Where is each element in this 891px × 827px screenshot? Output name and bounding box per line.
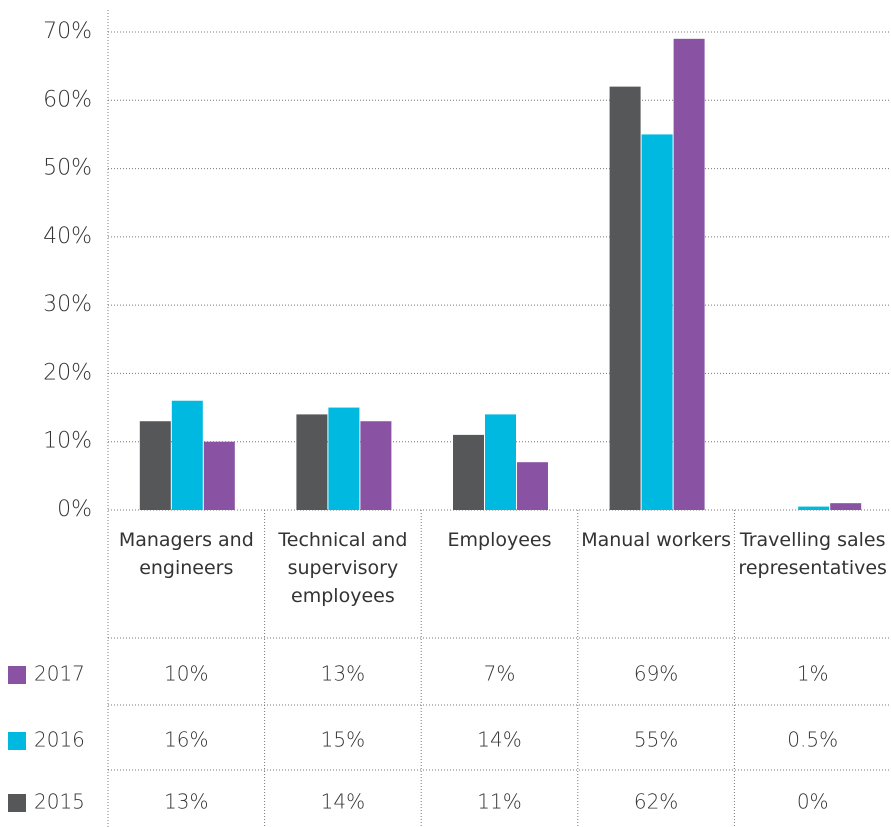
table-cell: 10%	[164, 662, 208, 686]
table-cell: 55%	[634, 728, 678, 752]
x-tick-label: Travelling sales representatives	[738, 529, 887, 579]
bar	[609, 86, 641, 510]
bar	[453, 434, 484, 510]
x-tick-label: Technical and supervisory employees	[278, 529, 408, 607]
bar	[830, 503, 862, 510]
bar	[798, 506, 830, 510]
bar	[673, 38, 705, 510]
table-cell: 11%	[477, 790, 521, 814]
bar	[171, 400, 203, 510]
y-tick-label: 70%	[43, 19, 92, 44]
table-cell: 15%	[321, 728, 365, 752]
legend-label: 2017	[34, 662, 85, 686]
bar	[641, 134, 673, 510]
y-tick-label: 0%	[57, 497, 92, 522]
y-tick-label: 10%	[43, 429, 92, 454]
legend-swatch	[8, 666, 26, 684]
x-tick-label: Manual workers	[581, 529, 731, 551]
table-cell: 13%	[321, 662, 365, 686]
legend-swatch	[8, 794, 26, 812]
y-tick-label: 50%	[43, 156, 92, 181]
bar	[517, 462, 548, 510]
x-tick-label: Managers and engineers	[118, 529, 254, 579]
legend-swatch	[8, 732, 26, 750]
bar	[360, 421, 392, 510]
table-cell: 0%	[797, 790, 829, 814]
y-tick-label: 40%	[43, 224, 92, 249]
table-cell: 16%	[164, 728, 208, 752]
bar	[139, 421, 171, 510]
x-tick-label: Employees	[447, 529, 552, 551]
table-cell: 0.5%	[787, 728, 838, 752]
table-cell: 1%	[797, 662, 829, 686]
y-tick-label: 60%	[43, 87, 92, 112]
table-cell: 7%	[484, 662, 516, 686]
table-cell: 13%	[164, 790, 208, 814]
table-cell: 14%	[321, 790, 365, 814]
bar	[485, 414, 516, 510]
legend-label: 2016	[34, 728, 85, 752]
y-tick-label: 30%	[43, 292, 92, 317]
table-cell: 62%	[634, 790, 678, 814]
table-cell: 69%	[634, 662, 678, 686]
table-cell: 14%	[477, 728, 521, 752]
bar	[203, 441, 235, 510]
bar	[328, 407, 360, 510]
legend-label: 2015	[34, 790, 85, 814]
bar	[296, 414, 328, 510]
y-tick-label: 20%	[43, 360, 92, 385]
